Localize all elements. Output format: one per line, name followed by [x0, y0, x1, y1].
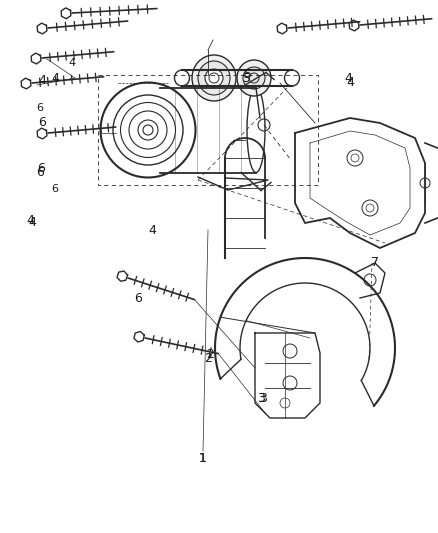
- Text: 6: 6: [36, 103, 43, 113]
- Ellipse shape: [143, 125, 153, 135]
- Text: 4: 4: [346, 77, 354, 90]
- Text: 1: 1: [199, 451, 207, 464]
- Ellipse shape: [243, 67, 265, 89]
- Text: 2: 2: [206, 349, 214, 361]
- Text: 1: 1: [199, 451, 207, 464]
- Text: 4: 4: [148, 224, 156, 238]
- Text: 3: 3: [257, 392, 265, 405]
- Text: 7: 7: [371, 256, 379, 270]
- Text: 2: 2: [204, 351, 212, 365]
- Text: 6: 6: [134, 292, 142, 304]
- Text: 4: 4: [51, 71, 59, 85]
- Ellipse shape: [237, 60, 271, 96]
- Text: 4: 4: [28, 216, 36, 230]
- Ellipse shape: [205, 69, 223, 87]
- Text: 6: 6: [38, 117, 46, 130]
- Text: 5: 5: [244, 69, 252, 82]
- Text: 4: 4: [38, 75, 46, 87]
- Text: 6: 6: [37, 161, 45, 174]
- Text: 6: 6: [52, 172, 59, 194]
- Text: 4: 4: [26, 214, 34, 228]
- Text: 4: 4: [344, 71, 352, 85]
- Ellipse shape: [198, 61, 230, 95]
- Text: 4: 4: [68, 58, 76, 68]
- Text: 3: 3: [259, 392, 267, 405]
- Ellipse shape: [192, 55, 236, 101]
- Text: 6: 6: [36, 166, 44, 180]
- Text: 5: 5: [243, 71, 251, 85]
